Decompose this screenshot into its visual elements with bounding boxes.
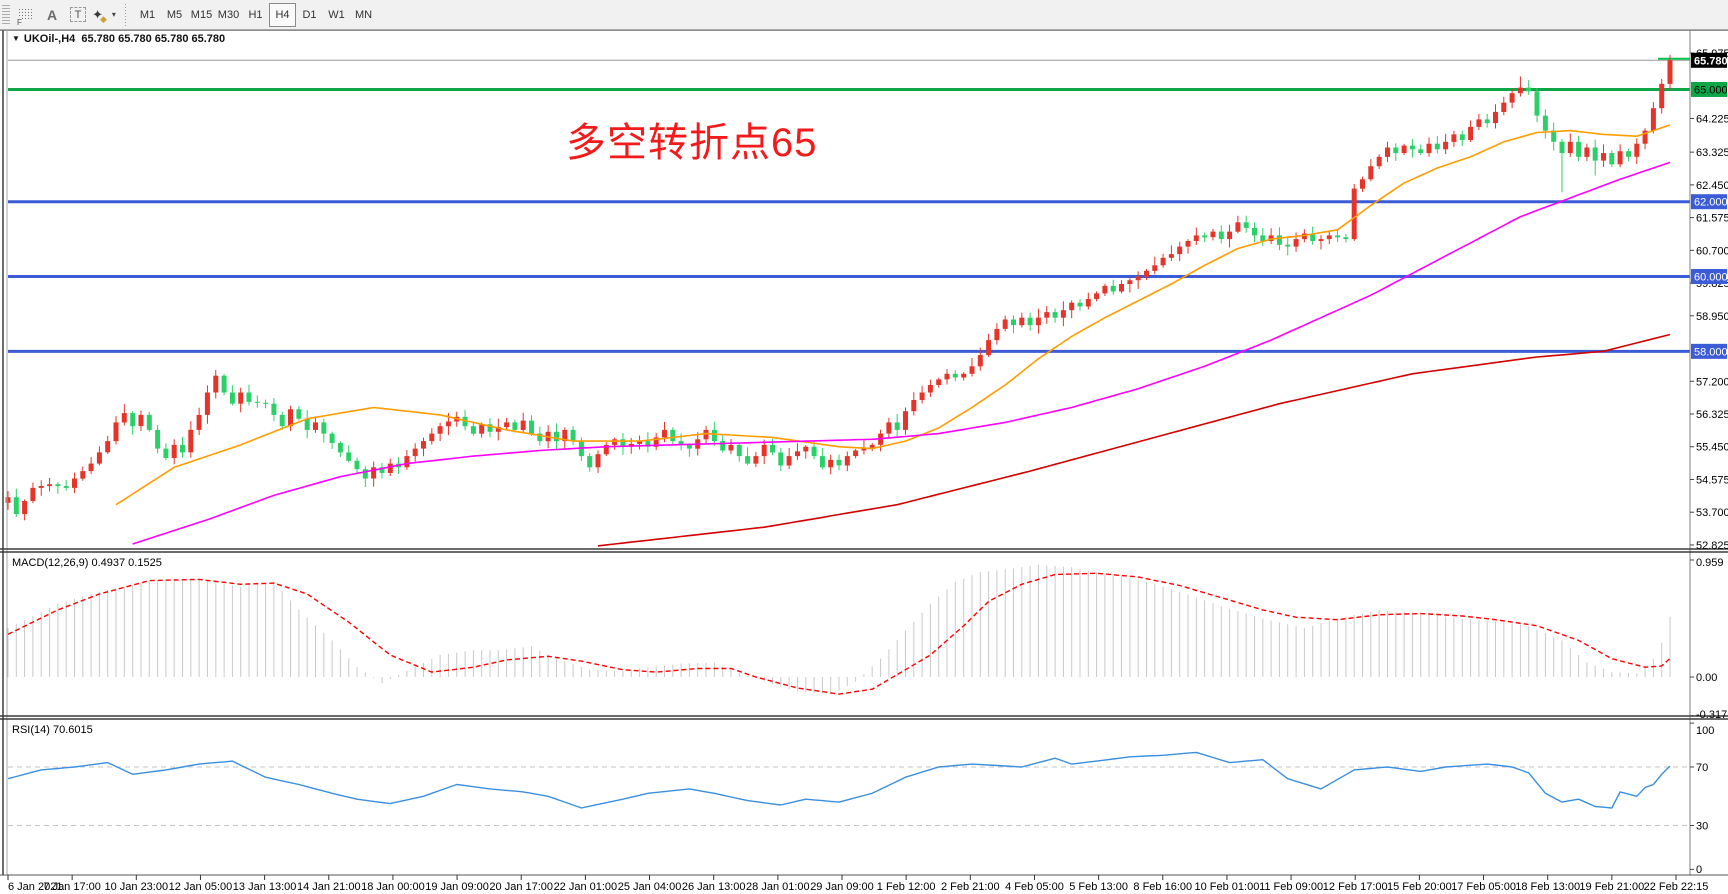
chart-canvas[interactable]: 65.97564.22563.32562.45061.57560.70059.8…: [0, 30, 1728, 894]
macd-tick-label: 0.959: [1696, 557, 1724, 569]
text-a-icon: A: [46, 6, 58, 23]
chart-title[interactable]: ▼ UKOil-,H4 65.780 65.780 65.780 65.780: [12, 33, 225, 45]
price-tick-label: 63.325: [1696, 147, 1728, 159]
rsi-tick-label: 0: [1696, 864, 1702, 876]
time-tick-label: 2 Feb 21:00: [941, 881, 1000, 893]
rsi-indicator-label: RSI(14) 70.6015: [12, 724, 93, 736]
current-price-box: [1691, 52, 1727, 68]
price-tick-label: 56.325: [1696, 409, 1728, 421]
chart-text-annotation[interactable]: 多空转折点65: [566, 121, 818, 165]
time-tick-label: 22 Jan 01:00: [554, 881, 618, 893]
macd-histogram: [7, 564, 1671, 695]
price-tick-label: 57.200: [1696, 376, 1728, 388]
time-tick-label: 18 Feb 13:00: [1515, 881, 1580, 893]
time-tick-label: 10 Feb 01:00: [1195, 881, 1260, 893]
time-tick-label: 12 Feb 17:00: [1323, 881, 1388, 893]
arrow-objects-button[interactable]: ✦◆ ▾: [91, 3, 117, 27]
timeframe-button-h4[interactable]: H4: [269, 2, 296, 27]
text-box-icon: T: [70, 7, 86, 22]
hline-price-box-label: 58.000: [1694, 346, 1728, 358]
time-tick-label: 20 Jan 17:00: [489, 881, 553, 893]
top-toolbar: F A T ✦◆ ▾ M1 M5 M15 M30 H1 H4 D1 W1 MN: [0, 0, 1728, 30]
text-box-button[interactable]: T: [65, 3, 91, 27]
timeframe-button-m5[interactable]: M5: [166, 8, 183, 21]
rsi-tick-label: 100: [1696, 725, 1714, 737]
time-tick-label: 6 Jan 2021: [8, 881, 62, 893]
time-tick-label: 8 Feb 16:00: [1133, 881, 1192, 893]
chart-window: 65.97564.22563.32562.45061.57560.70059.8…: [0, 30, 1728, 894]
timeframe-button-w1[interactable]: W1: [328, 8, 345, 21]
hline-price-box-label: 60.000: [1694, 272, 1728, 284]
time-tick-label: 14 Jan 21:00: [297, 881, 361, 893]
ma-fast-orange-line: [115, 124, 1671, 506]
timeframe-button-group: M1 M5 M15 M30 H1 H4 D1 W1 MN: [134, 2, 377, 27]
ohlc-values: 65.780 65.780 65.780 65.780: [81, 33, 226, 45]
ma-mid-magenta-line: [132, 161, 1671, 545]
hline-price-box: [1691, 343, 1727, 359]
time-tick-label: 4 Feb 05:00: [1005, 881, 1064, 893]
price-tick-label: 55.450: [1696, 442, 1728, 454]
time-tick-label: 10 Jan 23:00: [104, 881, 168, 893]
time-tick-label: 12 Jan 05:00: [169, 881, 233, 893]
time-tick-label: 18 Jan 00:00: [361, 881, 425, 893]
time-tick-label: 11 Feb 09:00: [1259, 881, 1323, 893]
hline-price-box: [1691, 269, 1727, 285]
chevron-down-icon: ▾: [111, 10, 116, 19]
arrow-style-icon: ✦◆: [92, 6, 107, 24]
time-tick-label: 7 Jan 17:00: [43, 881, 101, 893]
timeframe-button-h1[interactable]: H1: [248, 8, 263, 21]
time-tick-label: 25 Jan 04:00: [618, 881, 682, 893]
candles-group: [5, 54, 1673, 521]
current-price-label: 65.780: [1694, 55, 1728, 67]
price-tick-label: 60.700: [1696, 245, 1728, 257]
timeframe-button-m30[interactable]: M30: [217, 8, 240, 21]
hline-price-box: [1691, 81, 1727, 97]
timeframe-button-mn[interactable]: MN: [354, 8, 373, 21]
macd-tick-label: 0.00: [1696, 672, 1717, 684]
rsi-line: [7, 751, 1671, 809]
snap-grid-button[interactable]: F: [13, 3, 39, 27]
time-tick-label: 15 Feb 20:00: [1387, 881, 1452, 893]
ma-slow-red-line: [597, 333, 1671, 547]
macd-signal-line: [7, 572, 1671, 695]
price-tick-label: 58.950: [1696, 311, 1728, 323]
collapse-arrow-icon[interactable]: ▼: [12, 34, 20, 43]
time-tick-label: 13 Jan 13:00: [233, 881, 297, 893]
snap-grid-icon: F: [17, 8, 34, 27]
macd-indicator-label: MACD(12,26,9) 0.4937 0.1525: [12, 557, 162, 569]
price-tick-label: 52.825: [1696, 540, 1728, 552]
hline-price-box-label: 65.000: [1694, 84, 1728, 96]
time-tick-label: 1 Feb 12:00: [877, 881, 936, 893]
time-tick-label: 19 Feb 21:00: [1579, 881, 1644, 893]
time-tick-label: 17 Feb 05:00: [1451, 881, 1516, 893]
timeframe-button-m1[interactable]: M1: [139, 8, 156, 21]
price-tick-label: 64.225: [1696, 113, 1728, 125]
time-tick-label: 28 Jan 01:00: [746, 881, 810, 893]
symbol-period-label: UKOil-,H4: [23, 33, 76, 45]
time-tick-label: 29 Jan 09:00: [810, 881, 874, 893]
price-tick-label: 61.575: [1696, 213, 1728, 225]
hline-price-box-label: 62.000: [1694, 197, 1728, 209]
time-tick-label: 26 Jan 13:00: [682, 881, 746, 893]
price-tick-label: 54.575: [1696, 474, 1728, 486]
rsi-tick-label: 30: [1696, 821, 1708, 833]
toolbar-separator: [123, 3, 128, 26]
hline-price-box: [1691, 194, 1727, 210]
time-tick-label: 5 Feb 13:00: [1069, 881, 1128, 893]
time-tick-label: 19 Jan 09:00: [425, 881, 489, 893]
timeframe-button-d1[interactable]: D1: [302, 8, 317, 21]
toolbar-grip[interactable]: [2, 4, 10, 25]
price-tick-label: 62.450: [1696, 180, 1728, 192]
rsi-tick-label: 70: [1696, 762, 1708, 774]
price-tick-label: 53.700: [1696, 507, 1728, 519]
text-label-button[interactable]: A: [39, 3, 65, 27]
time-tick-label: 22 Feb 22:15: [1644, 881, 1709, 893]
timeframe-button-m15[interactable]: M15: [190, 8, 213, 21]
